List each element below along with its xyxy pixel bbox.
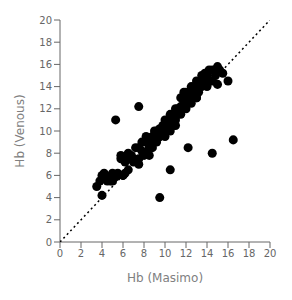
svg-text:0: 0 [46,237,52,248]
svg-text:4: 4 [46,192,52,203]
svg-text:16: 16 [39,59,52,70]
svg-text:Hb (Venous): Hb (Venous) [13,94,27,167]
svg-text:20: 20 [39,15,52,26]
svg-text:14: 14 [39,81,52,92]
svg-text:18: 18 [39,37,52,48]
svg-text:8: 8 [141,248,147,259]
svg-text:2: 2 [46,214,52,225]
svg-text:10: 10 [39,126,52,137]
svg-text:10: 10 [159,248,172,259]
svg-text:4: 4 [99,248,105,259]
svg-text:Hb (Masimo): Hb (Masimo) [127,271,203,285]
svg-text:12: 12 [39,103,52,114]
svg-text:20: 20 [264,248,277,259]
svg-text:8: 8 [46,148,52,159]
svg-text:12: 12 [180,248,193,259]
svg-text:16: 16 [222,248,235,259]
svg-text:18: 18 [243,248,256,259]
svg-text:6: 6 [46,170,52,181]
svg-text:0: 0 [57,248,63,259]
svg-text:14: 14 [201,248,214,259]
svg-text:2: 2 [78,248,84,259]
svg-text:6: 6 [120,248,126,259]
